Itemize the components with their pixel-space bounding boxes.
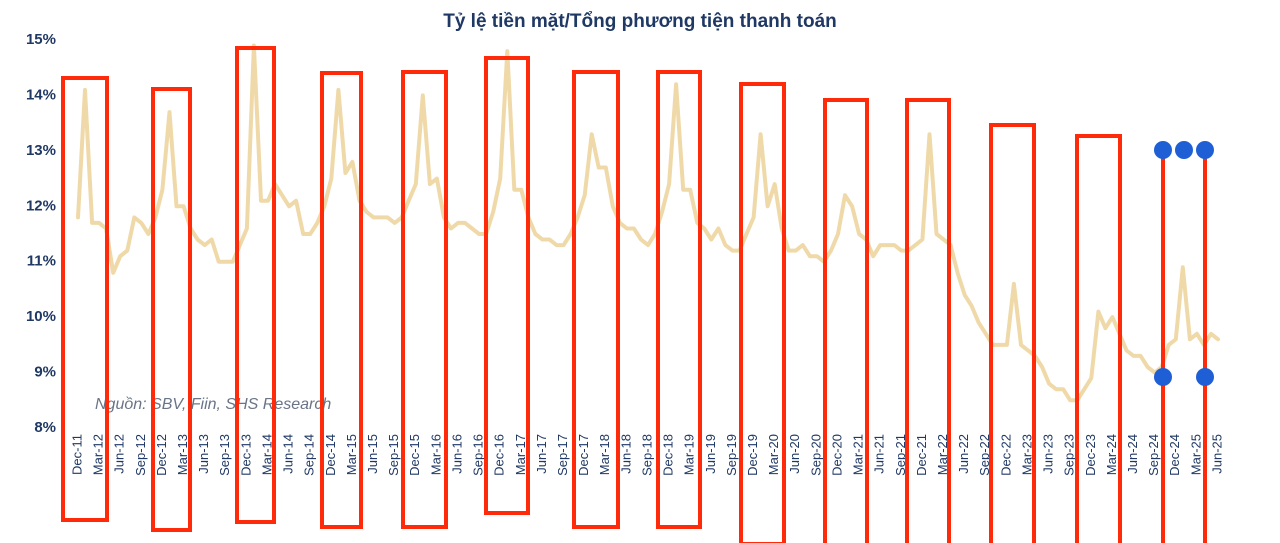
x-tick-label: Sep-15 (386, 434, 401, 476)
x-tick-label: Jun-14 (281, 434, 296, 474)
x-tick-label: Jun-17 (534, 434, 549, 474)
highlight-box (401, 70, 448, 529)
x-tick-label: Mar-17 (513, 434, 528, 475)
x-tick-label: Sep-16 (471, 434, 486, 476)
y-tick-label: 9% (34, 364, 56, 381)
source-note: Nguồn: SBV, Fiin, SHS Research (95, 396, 331, 413)
x-tick-label: Dec-14 (323, 434, 338, 476)
y-tick-label: 13% (26, 142, 56, 159)
highlight-box (1075, 134, 1122, 543)
x-tick-label: Sep-17 (555, 434, 570, 476)
x-tick-label: Sep-23 (1062, 434, 1077, 476)
dot (1196, 368, 1214, 386)
x-tick-label: Jun-24 (1125, 434, 1140, 474)
x-tick-label: Dec-23 (1083, 434, 1098, 476)
x-tick-label: Jun-22 (956, 434, 971, 474)
highlight-box (656, 70, 702, 529)
x-tick-label: Dec-20 (829, 434, 844, 476)
y-tick-label: 10% (26, 308, 56, 325)
x-tick-label: Dec-22 (998, 434, 1013, 476)
highlight-box (739, 82, 786, 543)
x-tick-label: Mar-22 (935, 434, 950, 475)
x-tick-label: Dec-16 (492, 434, 507, 476)
x-tick-label: Jun-16 (449, 434, 464, 474)
x-tick-label: Mar-25 (1188, 434, 1203, 475)
x-tick-label: Sep-18 (639, 434, 654, 476)
x-tick-label: Mar-18 (597, 434, 612, 475)
x-tick-label: Sep-19 (724, 434, 739, 476)
line (76, 43, 1220, 403)
chart-title: Tỷ lệ tiền mặt/Tổng phương tiện thanh to… (443, 11, 837, 32)
x-tick-label: Mar-23 (1019, 434, 1034, 475)
x-tick-label: Jun-23 (1041, 434, 1056, 474)
x-tick-label: Jun-20 (787, 434, 802, 474)
y-tick-label: 12% (26, 197, 56, 214)
highlight-box (235, 46, 276, 524)
x-tick-label: Dec-24 (1167, 434, 1182, 476)
x-tick-label: Jun-25 (1209, 434, 1224, 474)
y-tick-label: 11% (27, 253, 56, 270)
x-tick-label: Mar-24 (1104, 434, 1119, 475)
x-tick-label: Sep-13 (217, 434, 232, 476)
annotations (61, 46, 1214, 543)
x-tick-label: Sep-22 (977, 434, 992, 476)
highlight-box (61, 76, 109, 522)
x-tick-label: Dec-15 (407, 434, 422, 476)
x-tick-label: Sep-21 (893, 434, 908, 476)
dot (1196, 141, 1214, 159)
dot (1175, 141, 1193, 159)
x-tick-label: Mar-20 (766, 434, 781, 475)
y-tick-label: 14% (26, 86, 56, 103)
highlight-box (572, 70, 620, 529)
x-tick-label: Mar-14 (259, 434, 274, 475)
x-tick-label: Mar-21 (851, 434, 866, 475)
x-tick-label: Dec-18 (661, 434, 676, 476)
dot (1154, 141, 1172, 159)
x-tick-label: Mar-19 (682, 434, 697, 475)
x-tick-label: Dec-13 (238, 434, 253, 476)
x-tick-label: Jun-12 (112, 434, 127, 474)
x-tick-label: Jun-18 (618, 434, 633, 474)
x-tick-label: Jun-19 (703, 434, 718, 474)
x-tick-label: Sep-24 (1146, 434, 1161, 476)
x-tick-label: Dec-11 (69, 434, 84, 475)
highlight-box (320, 71, 363, 529)
x-tick-label: Sep-12 (133, 434, 148, 476)
x-tick-label: Sep-14 (302, 434, 317, 476)
y-tick-label: 15% (26, 31, 56, 48)
plot-area: 8% 9% 10% 11% 12% 13% 14% 15% Dec-11 Mar-12 Jun-12… (26, 31, 1224, 476)
highlight-box (151, 87, 192, 532)
x-tick-label: Jun-15 (365, 434, 380, 474)
x-tick-label: Mar-13 (175, 434, 190, 475)
x-tick-label: Dec-19 (745, 434, 760, 476)
dot (1154, 368, 1172, 386)
x-tick-label: Dec-12 (154, 434, 169, 476)
highlight-box (989, 123, 1036, 543)
x-tick-label: Dec-21 (914, 434, 929, 476)
x-tick-label: Dec-17 (576, 434, 591, 476)
highlight-box (905, 98, 951, 543)
highlight-box (484, 56, 530, 515)
x-tick-label: Mar-15 (344, 434, 359, 475)
x-tick-label: Jun-21 (872, 434, 887, 474)
y-tick-label: 8% (34, 419, 56, 436)
highlight-box (823, 98, 869, 543)
x-tick-label: Mar-16 (428, 434, 443, 475)
x-tick-label: Mar-12 (91, 434, 106, 475)
x-tick-label: Sep-20 (808, 434, 823, 476)
x-tick-label: Jun-13 (196, 434, 211, 474)
